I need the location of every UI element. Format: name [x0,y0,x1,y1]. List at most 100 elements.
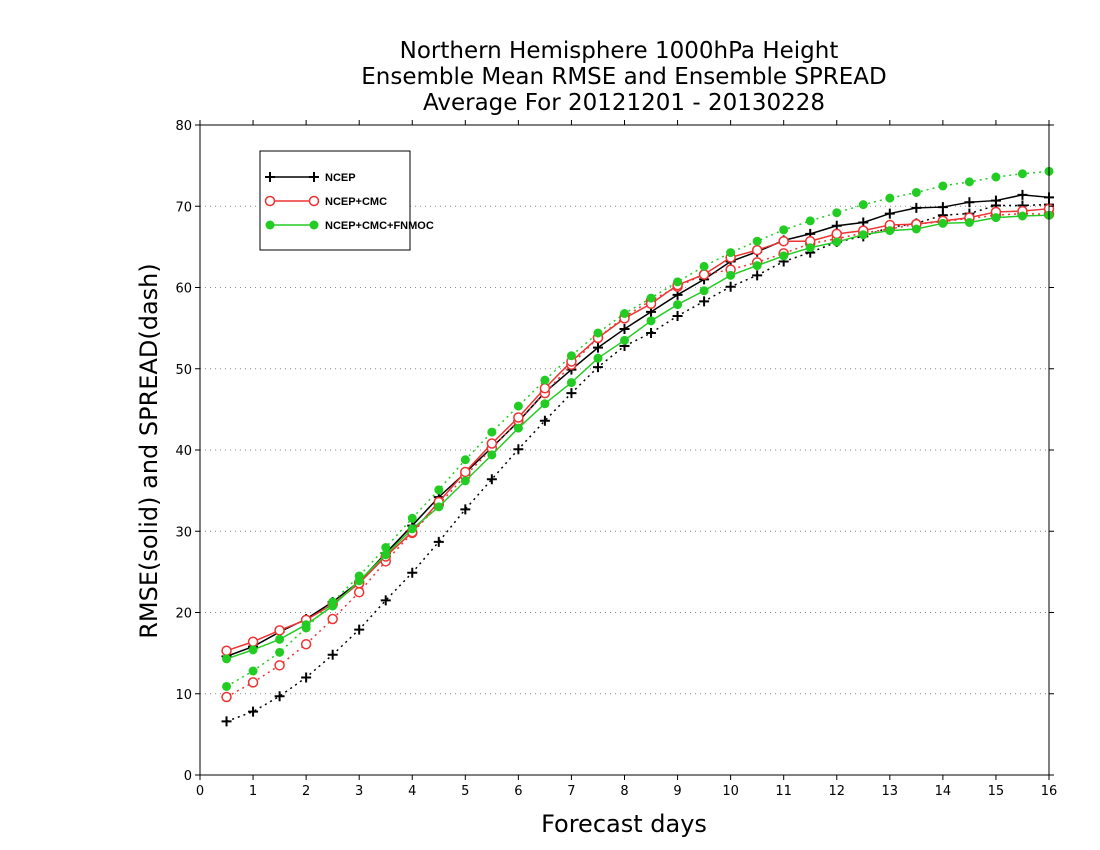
legend-label: NCEP [325,172,356,184]
legend-label: NCEP+CMC+FNMOC [325,220,434,232]
spread-point [248,666,258,676]
rmse-point [487,450,497,460]
spread-point [407,567,418,578]
spread-point [353,586,365,598]
legend-marker [309,172,319,182]
rmse-point [832,237,842,247]
y-tick-label: 70 [175,200,192,215]
spread-point [699,261,709,271]
x-tick-label: 12 [828,784,845,799]
spread-point [274,691,285,702]
rmse-point [540,399,550,409]
y-tick-label: 10 [175,688,192,703]
legend-marker [265,220,275,230]
spread-point [566,388,577,399]
spread-point [513,401,523,411]
spread-point [964,177,974,187]
rmse-point [539,383,551,394]
spread-point [433,536,444,547]
rmse-point [381,550,391,560]
y-tick-label: 60 [175,282,192,297]
rmse-line [226,207,1050,652]
rmse-point [699,286,709,296]
spread-point [300,638,312,650]
rmse-point [990,195,1001,206]
x-tick-label: 14 [935,784,952,799]
rmse-point [460,466,471,478]
spread-point [354,624,365,635]
rmse-point [407,524,417,534]
spread-point [938,181,948,191]
rmse-point [434,502,444,512]
spread-point [407,513,417,523]
spread-point [885,193,895,203]
spread-point [434,485,444,495]
series-ncep [221,189,1054,727]
x-tick-label: 15 [988,784,1005,799]
y-tick-label: 80 [175,119,192,134]
spread-point [779,225,789,235]
spread-point [327,613,338,625]
rmse-point [460,476,470,486]
spread-point [991,172,1001,182]
series-ncep-cmc-fnmoc [222,166,1054,691]
rmse-point [884,208,895,219]
x-tick-label: 7 [567,784,575,799]
rmse-point [513,412,524,423]
spread-point [805,216,815,226]
x-tick-label: 13 [882,784,899,799]
rmse-point [619,323,630,334]
spread-point [699,296,710,307]
rmse-point [354,576,364,586]
y-tick-label: 50 [175,363,192,378]
spread-point [1017,169,1027,179]
spread-point [327,649,338,660]
rmse-point [247,636,259,647]
rmse-point [301,620,311,630]
spread-point [247,677,259,688]
legend-marker [265,172,275,182]
spread-point [274,660,285,671]
x-tick-label: 2 [302,784,310,799]
legend-label: NCEP+CMC [325,196,387,208]
spread-line [226,212,1050,698]
rmse-point [620,335,629,345]
spread-point [301,672,312,683]
rmse-point [831,228,842,240]
spread-point [911,187,921,197]
rmse-point [328,601,338,611]
x-tick-label: 5 [461,784,469,799]
x-tick-label: 9 [673,784,681,799]
rmse-point [566,378,576,388]
x-axis-label: Forecast days [541,810,707,838]
spread-point [381,543,391,552]
legend-marker [308,195,320,207]
spread-point [672,310,683,321]
spread-point [620,309,629,318]
rmse-point [752,261,762,271]
rmse-point [222,654,232,664]
rmse-point [221,645,232,656]
legend: NCEP NCEP+CMC NCEP+CMC+FNMOC [259,150,434,251]
rmse-point [1017,189,1028,200]
gridlines [200,205,1049,695]
spread-point [646,293,656,303]
rmse-point [858,230,868,240]
rmse-point [911,224,921,234]
rmse-point [646,316,656,326]
rmse-point [937,202,948,213]
rmse-point [275,634,285,644]
x-tick-label: 8 [620,784,628,799]
x-tick-label: 6 [514,784,522,799]
spread-point [752,236,762,246]
spread-point [673,277,683,287]
y-axis-label: RMSE(solid) and SPREAD(dash) [135,263,163,639]
rmse-point [592,342,603,353]
y-axis: 0 10 20 30 40 50 60 70 80 [175,119,1054,784]
rmse-point [726,270,736,280]
spread-point [460,504,471,515]
spread-point [487,427,497,437]
rmse-point [805,243,815,253]
rmse-point [991,213,1001,223]
x-tick-label: 3 [355,784,363,799]
